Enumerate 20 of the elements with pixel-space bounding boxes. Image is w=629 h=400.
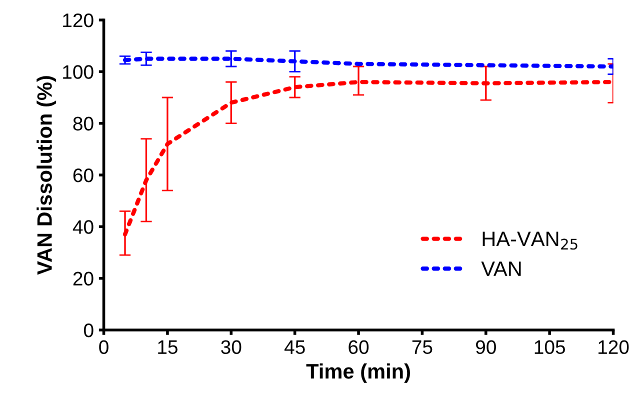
legend-label: HA-VAN$_{25}$ bbox=[482, 232, 578, 250]
x-tick-label: 90 bbox=[476, 340, 496, 354]
y-tick-label: 60 bbox=[73, 168, 94, 182]
x-tick-label: 0 bbox=[99, 340, 108, 354]
y-tick-label: 20 bbox=[73, 272, 94, 286]
x-tick-label: 75 bbox=[412, 340, 432, 354]
x-axis-title: Time (min) bbox=[306, 363, 410, 383]
y-tick-label: 100 bbox=[63, 65, 94, 79]
y-tick-label: 120 bbox=[63, 13, 94, 28]
legend-label: VAN bbox=[481, 262, 521, 276]
x-tick-label: 60 bbox=[348, 340, 369, 354]
x-tick-label: 30 bbox=[221, 340, 242, 354]
y-tick-label: 0 bbox=[84, 323, 94, 338]
y-tick-label: 40 bbox=[72, 220, 94, 234]
x-tick-label: 15 bbox=[158, 340, 178, 354]
x-tick-label: 120 bbox=[598, 340, 629, 354]
x-tick-label: 105 bbox=[534, 340, 565, 354]
x-tick-label: 45 bbox=[284, 340, 305, 354]
y-tick-label: 80 bbox=[73, 116, 94, 131]
y-axis-title: VAN Dissolution (%) bbox=[36, 76, 56, 275]
